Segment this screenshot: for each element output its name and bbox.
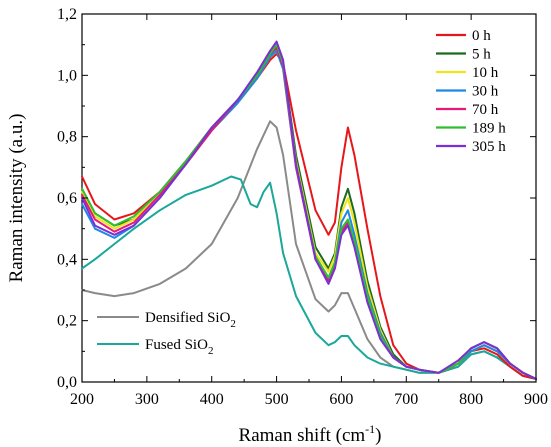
y-axis-label: Raman intensity (a.u.) (6, 114, 27, 283)
x-tick-label: 200 (70, 391, 94, 408)
x-tick-label: 400 (200, 391, 224, 408)
x-tick-label: 600 (329, 391, 353, 408)
x-axis-label-main: Raman shift (cm (239, 425, 366, 446)
x-tick-label: 300 (135, 391, 159, 408)
plot-frame (81, 13, 537, 383)
x-axis-label-sup: -1 (365, 422, 375, 436)
plot-area-border (81, 13, 537, 383)
series-line-fused-sio (81, 175, 537, 380)
y-tick-label: 0,0 (57, 374, 77, 391)
legend-label: 70 h (472, 102, 499, 118)
legend-label: 5 h (472, 47, 491, 63)
annotation-label: Densified SiO2 (145, 310, 236, 330)
y-tick-label: 1,2 (57, 6, 77, 23)
y-tick-label: 0,2 (57, 313, 77, 330)
x-tick-label: 500 (265, 391, 289, 408)
legend-label: 305 h (472, 139, 506, 155)
x-tick-label: 900 (524, 391, 548, 408)
y-tick-label: 0,6 (57, 190, 77, 207)
legend-label: 0 h (472, 28, 491, 44)
x-tick-label: 700 (394, 391, 418, 408)
x-axis-label-close: ) (375, 425, 381, 446)
annotation-label-main: Densified SiO (145, 310, 231, 326)
legend: 0 h 5 h 10 h 30 h 70 h 189 h 305 h (436, 28, 506, 155)
annotation-label: Fused SiO2 (145, 337, 213, 357)
annotation-label-subscript: 2 (208, 345, 214, 357)
series-line-5-h (81, 46, 537, 380)
legend-label: 189 h (472, 121, 506, 137)
series-layer (81, 40, 537, 380)
legend-label: 10 h (472, 65, 499, 81)
annotation-label-main: Fused SiO (145, 337, 208, 353)
legend-label: 30 h (472, 84, 499, 100)
x-axis-label: Raman shift (cm-1) (239, 422, 382, 446)
annotation-label-subscript: 2 (230, 318, 236, 330)
x-tick-label: 800 (459, 391, 483, 408)
series-line-305-h (81, 40, 537, 380)
y-tick-label: 0,4 (57, 251, 77, 268)
y-tick-label: 1,0 (57, 67, 77, 84)
axes-layer: 200 300 400 500 600 700 800 900 0,0 0,2 0,4 0,6 0,8 1… (57, 6, 548, 408)
y-tick-label: 0,8 (57, 129, 77, 146)
